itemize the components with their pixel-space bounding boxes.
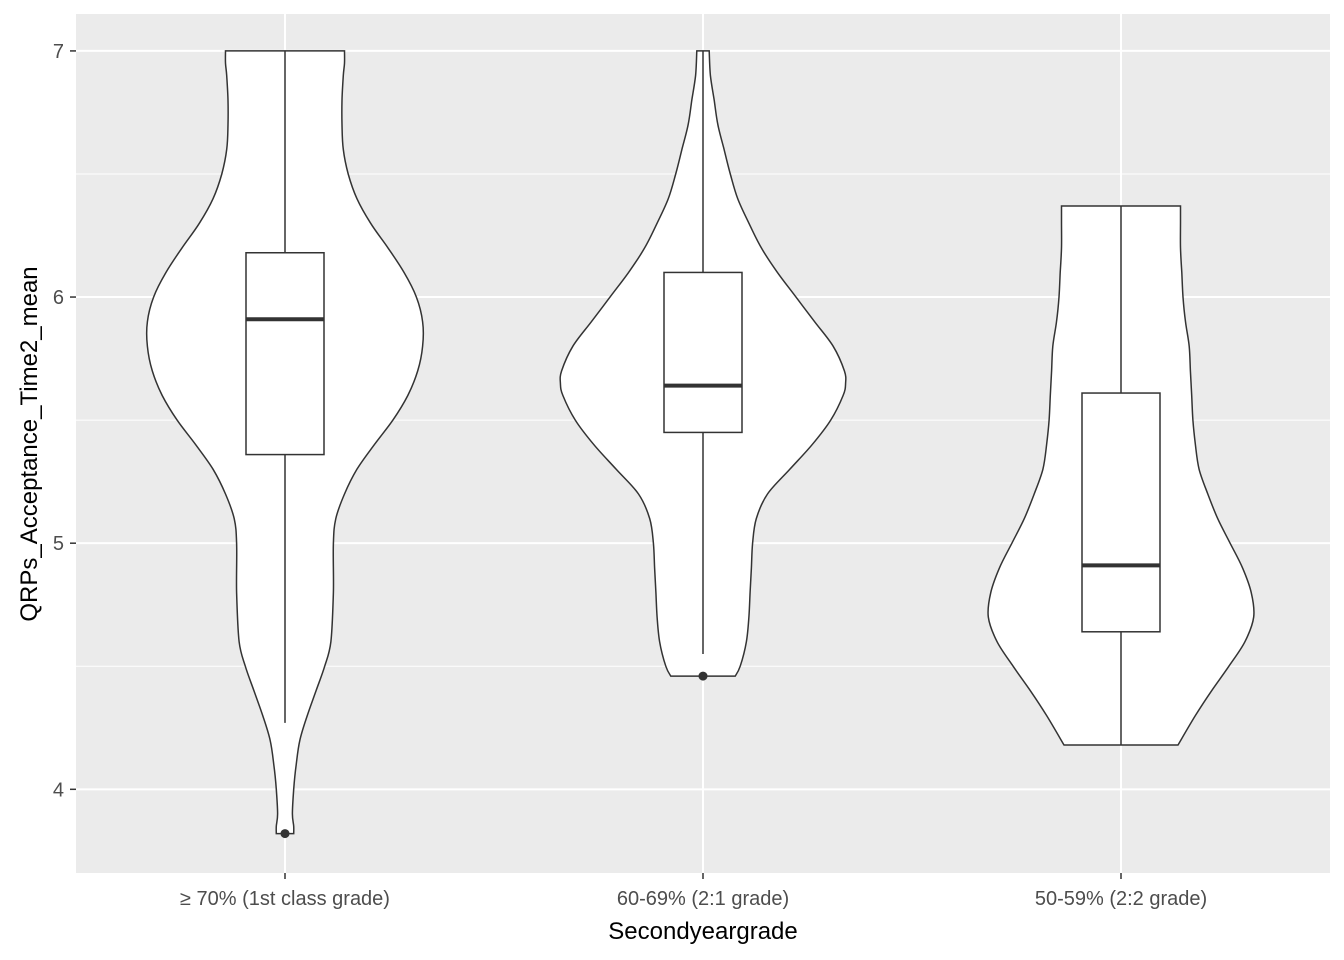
x-axis-title: Secondyeargrade xyxy=(608,918,797,945)
outlier-point xyxy=(280,829,290,839)
box-iqr xyxy=(245,251,325,456)
x-tick-label: 50-59% (2:2 grade) xyxy=(1035,888,1207,910)
box-iqr xyxy=(663,271,743,434)
y-tick-label: 4 xyxy=(53,779,64,801)
y-tick-label: 5 xyxy=(53,533,64,555)
y-tick-label: 7 xyxy=(53,41,64,63)
x-tick-label: ≥ 70% (1st class grade) xyxy=(180,888,390,910)
x-tick-label: 60-69% (2:1 grade) xyxy=(617,888,789,910)
y-axis-ticks: 4 5 6 7 xyxy=(53,41,76,801)
x-axis-ticks: ≥ 70% (1st class grade) 60-69% (2:1 grade… xyxy=(180,873,1207,910)
y-tick-label: 6 xyxy=(53,287,64,309)
y-axis-title: QRPs_Acceptance_Time2_mean xyxy=(16,266,43,621)
box-iqr xyxy=(1081,392,1161,633)
boxplots xyxy=(245,50,1161,839)
outlier-point xyxy=(698,671,708,681)
